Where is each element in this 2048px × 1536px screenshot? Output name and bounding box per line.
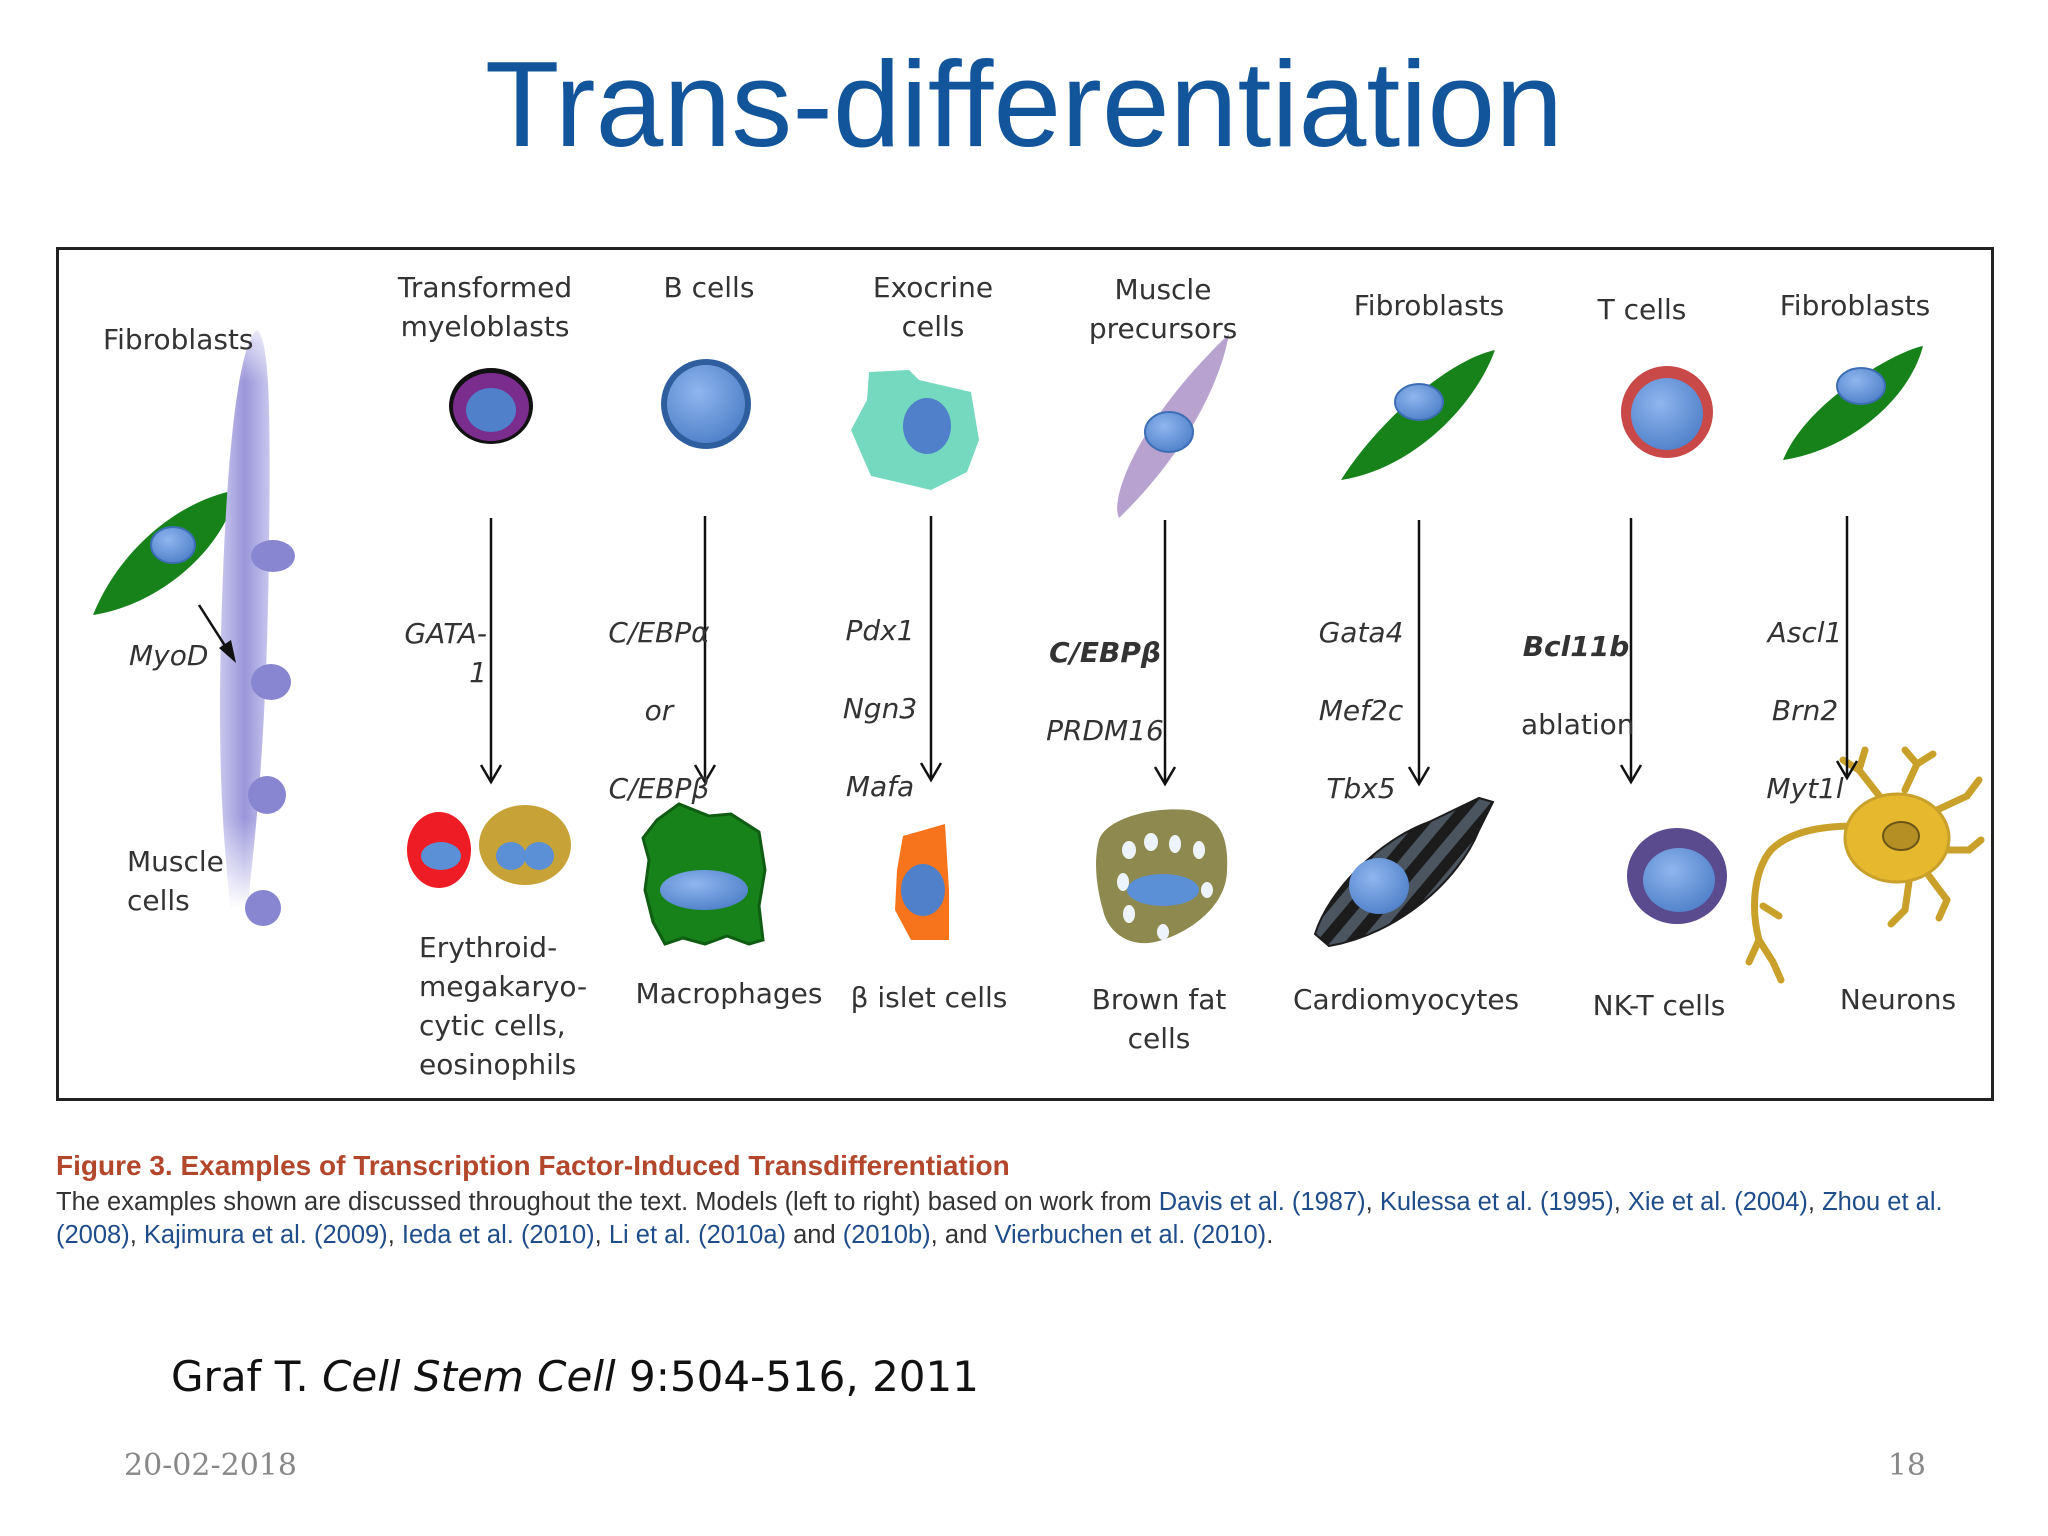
arrow-col3 <box>693 516 717 785</box>
factor-cebpb: C/EBPβ <box>608 772 710 805</box>
exocrine-cell-icon <box>851 370 979 490</box>
figure-caption: Figure 3. Examples of Transcription Fact… <box>56 1150 2006 1252</box>
muscle-precursor-icon <box>1117 334 1229 518</box>
source-label-muscle-precursors: Muscle precursors <box>1088 273 1238 345</box>
caption-ref: Zhou et al. (2008) <box>56 1188 1943 1249</box>
factor-bcl11b: Bcl11b <box>1522 630 1630 663</box>
factor-prdm16: PRDM16 <box>1046 714 1164 747</box>
muscle-fiber-icon <box>219 310 295 926</box>
brown-fat-cell-icon <box>1096 809 1228 944</box>
erythroid-cells-icon <box>407 805 571 888</box>
fibroblast-cell-icon-3 <box>1783 346 1923 460</box>
source-label-fibroblasts-2: Fibroblasts <box>1353 289 1505 322</box>
beta-islet-cell-icon <box>895 824 949 940</box>
source-label-myeloblasts: Transformed myeloblasts <box>397 271 573 343</box>
factor-mafa: Mafa <box>845 770 915 803</box>
factor-mef2c: Mef2c <box>1318 694 1404 727</box>
factor-gata4: Gata4 <box>1318 616 1404 649</box>
target-label-brown-fat: Brown fat cells <box>1091 983 1227 1055</box>
myeloblast-cell-icon <box>449 368 533 444</box>
target-label-cardiomyocytes: Cardiomyocytes <box>1293 983 1520 1016</box>
caption-ref: Xie et al. (2004) <box>1627 1188 1808 1216</box>
figure-panel: Fibroblasts MyoD Muscle cells Transforme… <box>56 247 1994 1101</box>
factor-pdx1: Pdx1 <box>845 614 915 647</box>
arrow-col6 <box>1407 520 1431 787</box>
caption-ref: Kajimura et al. (2009) <box>143 1221 388 1249</box>
nk-t-cell-icon <box>1627 828 1727 924</box>
target-label-neurons: Neurons <box>1839 983 1957 1016</box>
t-cell-icon <box>1621 366 1713 458</box>
neuron-body-icon <box>1843 792 1951 884</box>
factor-ngn3: Ngn3 <box>842 692 918 725</box>
slide-title: Trans-differentiation <box>484 36 1564 172</box>
source-citation: Graf T. Cell Stem Cell 9:504-516, 2011 <box>171 1352 979 1401</box>
source-label-fibroblasts-3: Fibroblasts <box>1779 289 1931 322</box>
factor-cebpa: C/EBPα <box>608 616 710 649</box>
arrow-col8 <box>1835 516 1859 781</box>
citation-reference: 9:504-516, 2011 <box>615 1352 979 1401</box>
target-label-beta-islet: β islet cells <box>850 981 1008 1014</box>
factor-or: or <box>644 694 674 727</box>
page-number: 18 <box>1887 1448 1926 1483</box>
target-label-muscle-cells: Muscle cells <box>127 845 224 917</box>
fibroblast-cell-icon-2 <box>1341 350 1495 480</box>
arrow-col4 <box>919 516 943 783</box>
factor-group-col6: Gata4 Mef2c Tbx5 <box>1311 574 1411 847</box>
caption-ref: Vierbuchen et al. (2010) <box>994 1221 1267 1249</box>
source-label-t-cells: T cells <box>1597 293 1687 326</box>
arrow-col2 <box>479 518 503 785</box>
factor-cebpb-2: C/EBPβ <box>1049 636 1161 669</box>
arrow-col5 <box>1153 520 1177 787</box>
factor-myod: MyoD <box>129 639 209 672</box>
source-label-fibroblasts-1: Fibroblasts <box>103 323 254 356</box>
factor-group-col8: Ascl1 Brn2 Myt1l <box>1765 574 1845 847</box>
target-label-erythroid: Erythroid- megakaryo- cytic cells, eosin… <box>419 931 588 1081</box>
factor-group-col4: Pdx1 Ngn3 Mafa <box>835 572 925 845</box>
factor-ascl1: Ascl1 <box>1767 616 1843 649</box>
footer-date: 20-02-2018 <box>124 1448 297 1483</box>
caption-figure-title: Examples of Transcription Factor-Induced… <box>180 1150 1010 1181</box>
myod-arrow <box>197 604 231 653</box>
factor-myt1l: Myt1l <box>1766 772 1844 805</box>
factor-brn2: Brn2 <box>1771 694 1839 727</box>
source-label-exocrine: Exocrine cells <box>872 271 994 343</box>
b-cell-icon <box>661 359 751 449</box>
factor-group-col3: C/EBPα or C/EBPβ <box>599 574 719 847</box>
source-label-b-cells: B cells <box>663 271 755 304</box>
arrow-col7 <box>1619 518 1643 785</box>
factor-ablation: ablation <box>1521 708 1635 741</box>
caption-intro: The examples shown are discussed through… <box>56 1188 1159 1216</box>
caption-ref: Ieda et al. (2010) <box>401 1221 595 1249</box>
caption-figure-label: Figure 3. <box>56 1150 173 1181</box>
cardiomyocyte-icon <box>1313 796 1495 948</box>
factor-group-col7: Bcl11b ablation <box>1521 588 1635 783</box>
macrophage-icon <box>641 802 767 946</box>
caption-ref: (2010b) <box>842 1221 931 1249</box>
figure-illustration <box>93 310 1985 984</box>
fibroblast-cell-icon <box>93 490 237 615</box>
caption-ref: Kulessa et al. (1995) <box>1379 1188 1614 1216</box>
caption-ref: Li et al. (2010a) <box>608 1221 787 1249</box>
target-label-macrophages: Macrophages <box>635 977 823 1010</box>
factor-group-col5: C/EBPβ PRDM16 <box>1045 594 1165 789</box>
caption-title: Figure 3. Examples of Transcription Fact… <box>56 1150 2006 1182</box>
citation-journal: Cell Stem Cell <box>322 1352 616 1401</box>
caption-ref: Davis et al. (1987) <box>1158 1188 1366 1216</box>
caption-body: The examples shown are discussed through… <box>56 1188 1943 1249</box>
factor-gata1: GATA-1 <box>404 617 487 689</box>
target-label-nk-t-cells: NK-T cells <box>1592 989 1726 1022</box>
factor-tbx5: Tbx5 <box>1326 772 1396 805</box>
citation-author: Graf T. <box>171 1352 323 1401</box>
